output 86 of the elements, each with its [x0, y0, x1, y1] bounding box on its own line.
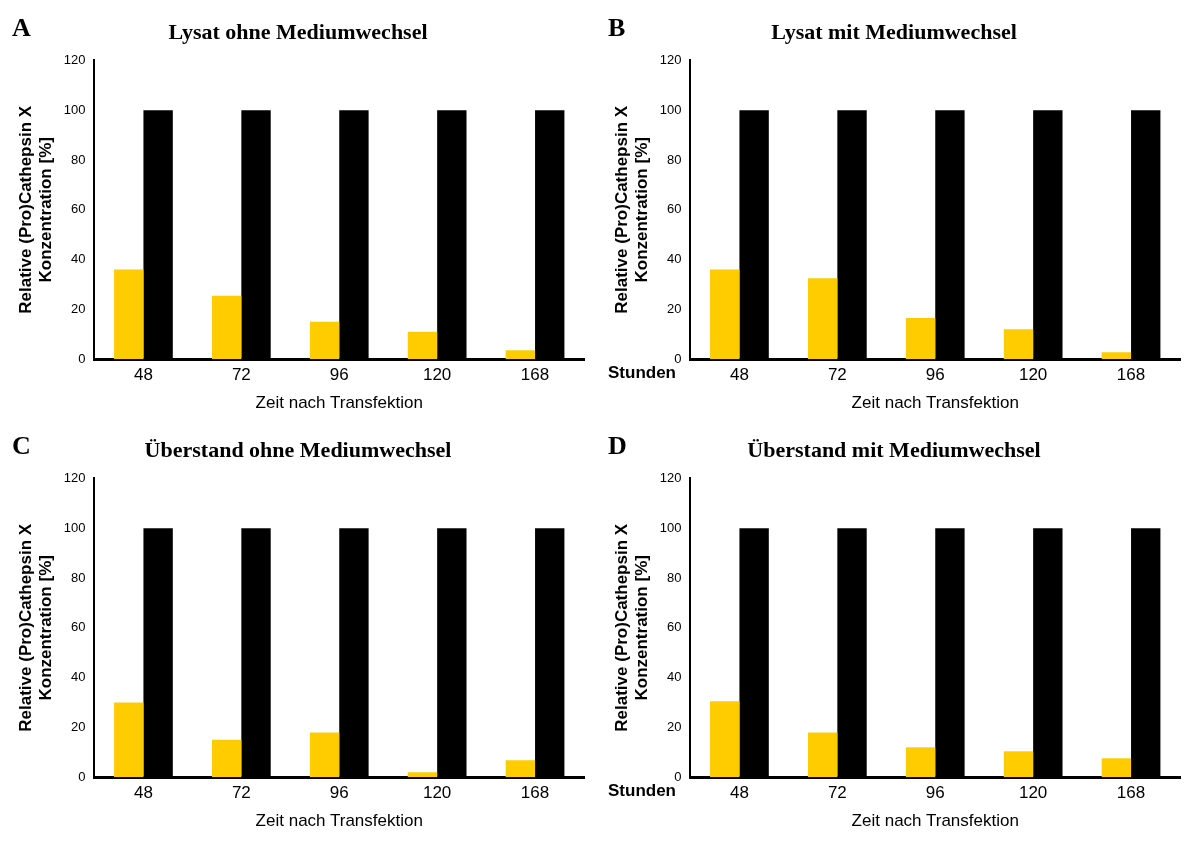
bar — [407, 331, 438, 360]
x-axis-title: Zeit nach Transfektion — [851, 393, 1019, 413]
y-tick-label: 0 — [78, 768, 86, 784]
y-tick-label: 60 — [667, 201, 682, 217]
x-tick-label: 120 — [1018, 783, 1048, 803]
x-tick-label: 168 — [1116, 365, 1146, 385]
y-tick-label: 80 — [667, 569, 682, 585]
text: Stunden — [608, 363, 676, 383]
x-tick-label: 96 — [925, 365, 945, 385]
x-tick-label: 168 — [520, 783, 550, 803]
x-tick-label: 72 — [827, 365, 847, 385]
bar — [114, 702, 144, 778]
bar — [211, 295, 242, 360]
y-axis-title: Relative (Pro)Cathepsin X Konzentration [%] — [15, 105, 56, 314]
bar — [905, 318, 936, 360]
chart-title: Überstand mit Mediumwechsel — [747, 436, 1041, 462]
x-tick-label: 168 — [1116, 783, 1146, 803]
y-axis-title: Relative (Pro)Cathepsin X Konzentration [%] — [611, 523, 652, 732]
bar — [710, 701, 740, 778]
bar — [309, 321, 340, 360]
y-axis-title: Relative (Pro)Cathepsin X Konzentration [%] — [611, 105, 652, 314]
y-tick-label: 20 — [71, 300, 86, 316]
y-tick-label: 20 — [71, 718, 86, 734]
x-axis-title: Zeit nach Transfektion — [255, 393, 423, 413]
x-tick-label: 96 — [329, 783, 349, 803]
x-tick-label: 48 — [133, 783, 153, 803]
y-tick-label: 120 — [63, 51, 86, 67]
bar — [505, 350, 536, 360]
bar — [807, 732, 838, 778]
y-tick-label: 60 — [71, 619, 86, 635]
x-tick-label: 48 — [133, 365, 153, 385]
y-tick-label: 40 — [667, 669, 682, 685]
bar — [1003, 329, 1034, 360]
bar — [114, 269, 144, 360]
y-tick-label: 40 — [71, 669, 86, 685]
y-tick-label: 120 — [659, 469, 682, 485]
bar — [211, 739, 242, 778]
bar — [1101, 758, 1132, 778]
text: Stunden — [608, 781, 676, 801]
x-tick-label: 168 — [520, 365, 550, 385]
y-axis-title: Relative (Pro)Cathepsin X Konzentration [%] — [15, 523, 56, 732]
y-tick-label: 40 — [71, 251, 86, 267]
x-axis-title: Zeit nach Transfektion — [255, 811, 423, 831]
y-tick-label: 100 — [659, 519, 682, 535]
text: C — [12, 430, 31, 460]
text: B — [608, 12, 626, 42]
y-tick-label: 100 — [659, 101, 682, 117]
y-tick-label: 40 — [667, 251, 682, 267]
x-tick-label: 72 — [231, 783, 251, 803]
y-tick-label: 20 — [667, 300, 682, 316]
bar — [309, 732, 340, 778]
y-tick-label: 80 — [71, 569, 86, 585]
y-tick-label: 100 — [63, 101, 86, 117]
bar — [1003, 751, 1034, 778]
y-tick-label: 0 — [674, 768, 682, 784]
chart-title: Lysat mit Mediumwechsel — [771, 18, 1017, 44]
y-tick-label: 20 — [667, 718, 682, 734]
x-axis-title: Zeit nach Transfektion — [851, 811, 1019, 831]
y-tick-label: 120 — [63, 469, 86, 485]
y-tick-label: 100 — [63, 519, 86, 535]
text: A — [12, 12, 31, 42]
text: D — [608, 430, 627, 460]
chart-title: Lysat ohne Mediumwechsel — [168, 18, 428, 44]
x-tick-label: 72 — [231, 365, 251, 385]
bar — [407, 772, 438, 778]
bar — [905, 747, 936, 778]
x-tick-label: 120 — [422, 783, 452, 803]
x-tick-label: 72 — [827, 783, 847, 803]
chart-title: Überstand ohne Mediumwechsel — [144, 436, 452, 462]
x-tick-label: 48 — [729, 365, 749, 385]
bar — [710, 269, 740, 360]
y-tick-label: 60 — [71, 201, 86, 217]
x-tick-label: 96 — [925, 783, 945, 803]
bar — [807, 278, 838, 360]
y-tick-label: 0 — [674, 350, 682, 366]
x-tick-label: 120 — [422, 365, 452, 385]
y-tick-label: 120 — [659, 51, 682, 67]
x-tick-label: 96 — [329, 365, 349, 385]
y-tick-label: 80 — [667, 151, 682, 167]
y-tick-label: 60 — [667, 619, 682, 635]
bar — [1101, 352, 1132, 360]
x-tick-label: 120 — [1018, 365, 1048, 385]
y-tick-label: 0 — [78, 350, 86, 366]
x-tick-label: 48 — [729, 783, 749, 803]
bar — [505, 760, 536, 778]
y-tick-label: 80 — [71, 151, 86, 167]
